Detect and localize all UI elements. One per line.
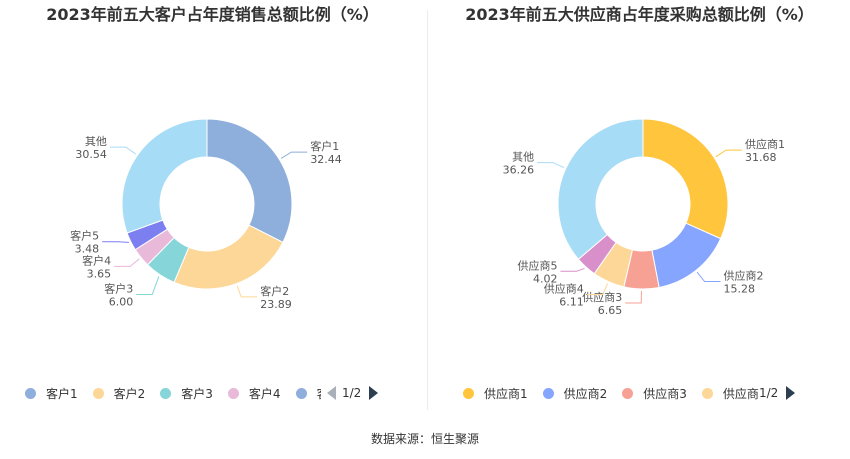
legend-label: 供应商2 xyxy=(563,386,608,401)
legend-label: 客 xyxy=(317,385,321,402)
legend-item[interactable]: 供应商4 xyxy=(701,385,759,402)
legend-item[interactable]: 客户1 xyxy=(25,385,78,402)
legend-item[interactable]: 供应商2 xyxy=(542,385,608,402)
legend-marker-icon xyxy=(463,387,474,399)
leader-line xyxy=(715,149,743,158)
slice-value-label: 15.28 xyxy=(724,283,756,296)
prev-page-icon[interactable] xyxy=(327,386,336,400)
slice-category-label: 其他 xyxy=(512,151,534,164)
legend-page-indicator: 1/2 xyxy=(759,386,779,400)
legend-item[interactable]: 供应商3 xyxy=(622,385,687,402)
slice-value-label: 23.89 xyxy=(260,298,292,311)
leader-line xyxy=(136,276,160,295)
slice-category-label: 客户5 xyxy=(70,229,99,243)
pie-slice[interactable] xyxy=(173,224,284,290)
pie-slice[interactable] xyxy=(557,118,644,260)
legend-label: 客户2 xyxy=(113,386,146,401)
customer-chart-panel: 2023年前五大客户占年度销售总额比例（%） 客户1 32.44 客户2 23.89 客… xyxy=(0,0,425,420)
slice-value-label: 30.54 xyxy=(75,148,107,161)
panel-divider xyxy=(427,10,428,410)
pie-slice[interactable] xyxy=(206,118,293,243)
next-page-icon[interactable] xyxy=(786,386,796,400)
slice-category-label: 供应商4 xyxy=(544,281,584,295)
leader-line xyxy=(102,241,129,243)
legend-item[interactable]: 客户3 xyxy=(160,385,213,402)
legend-label: 客户1 xyxy=(46,386,78,401)
legend-label: 供应商4 xyxy=(722,386,759,401)
legend-marker-icon xyxy=(25,387,36,399)
slice-value-label: 3.48 xyxy=(75,243,100,256)
chart-legend: 供应商1 供应商2 供应商3 供应商4 1/2 xyxy=(463,383,801,403)
slice-value-label: 3.65 xyxy=(87,267,112,280)
legend-page-indicator: 1/2 xyxy=(342,386,362,400)
slice-value-label: 31.68 xyxy=(745,151,777,164)
slice-category-label: 客户3 xyxy=(104,281,133,295)
leader-line xyxy=(114,258,140,267)
legend-marker-icon xyxy=(92,387,104,399)
legend-pager: 1/2 xyxy=(759,386,801,400)
leader-line xyxy=(625,290,642,304)
legend-items: 供应商1 供应商2 供应商3 供应商4 xyxy=(463,385,759,402)
chart-title: 2023年前五大供应商占年度采购总额比例（%） xyxy=(465,5,814,24)
leader-line xyxy=(560,267,585,272)
leader-line xyxy=(109,146,137,155)
slice-value-label: 36.26 xyxy=(503,164,535,177)
legend-label: 客户4 xyxy=(248,386,281,401)
leader-line xyxy=(537,162,565,169)
slice-category-label: 客户4 xyxy=(82,253,111,267)
leader-line xyxy=(280,151,308,159)
slice-value-label: 32.44 xyxy=(310,153,342,166)
data-source-note: 数据来源：恒生聚源 xyxy=(370,432,479,446)
slice-category-label: 客户2 xyxy=(260,284,289,298)
legend-item[interactable]: 客户2 xyxy=(92,385,146,402)
slice-category-label: 供应商2 xyxy=(724,269,764,283)
chart-legend: 客户1 客户2 客户3 客户4 客 1/2 xyxy=(25,383,384,403)
legend-items: 客户1 客户2 客户3 客户4 客 xyxy=(25,385,321,402)
pie-slice[interactable] xyxy=(121,118,208,234)
pie-slice[interactable] xyxy=(642,118,729,240)
slice-value-label: 6.00 xyxy=(109,295,134,308)
legend-item[interactable]: 供应商1 xyxy=(463,385,528,402)
legend-marker-icon xyxy=(622,387,634,399)
slice-category-label: 客户1 xyxy=(310,139,339,153)
slice-category-label: 供应商3 xyxy=(582,290,622,304)
legend-label: 供应商1 xyxy=(484,386,528,401)
legend-label: 供应商3 xyxy=(643,386,687,401)
leader-line xyxy=(696,271,721,283)
slice-category-label: 其他 xyxy=(85,135,107,148)
legend-marker-icon xyxy=(542,387,554,399)
legend-item[interactable]: 客 xyxy=(295,385,321,402)
chart-title: 2023年前五大客户占年度销售总额比例（%） xyxy=(46,5,379,24)
next-page-icon[interactable] xyxy=(369,386,379,400)
legend-pager: 1/2 xyxy=(321,386,384,400)
legend-marker-icon xyxy=(227,387,239,399)
slice-value-label: 6.11 xyxy=(559,295,584,308)
leader-line xyxy=(236,285,258,298)
supplier-chart-panel: 2023年前五大供应商占年度采购总额比例（%） 供应商1 31.68 供应商2 15.… xyxy=(425,0,850,420)
slice-category-label: 供应商5 xyxy=(517,258,557,272)
legend-marker-icon xyxy=(160,387,172,399)
slice-category-label: 供应商1 xyxy=(745,137,785,151)
slice-value-label: 6.65 xyxy=(598,304,623,317)
legend-marker-icon xyxy=(295,387,307,399)
slice-value-label: 4.02 xyxy=(533,272,558,285)
legend-marker-icon xyxy=(701,387,713,399)
legend-item[interactable]: 客户4 xyxy=(227,385,281,402)
leader-line xyxy=(586,283,609,295)
legend-label: 客户3 xyxy=(181,386,213,401)
